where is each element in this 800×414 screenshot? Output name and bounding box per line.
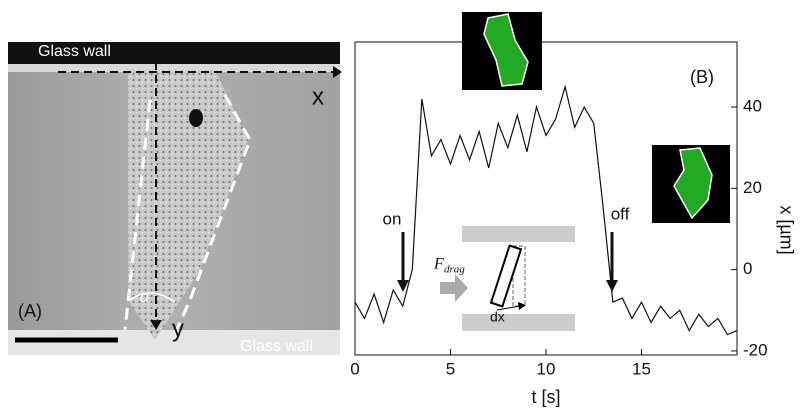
x-axis-label: t [s] — [531, 387, 560, 407]
figure: Glass wall Glass wall x y α (A) (B) t [s… — [0, 0, 800, 414]
axis-letter: y — [172, 315, 184, 342]
y-axis-label: x [µm] — [776, 205, 796, 254]
y-tick-label: -20 — [743, 340, 768, 359]
angle-label: α — [140, 289, 150, 306]
annotation: on — [383, 209, 402, 228]
inset-image — [652, 145, 730, 223]
wall-label: Glass wall — [240, 338, 313, 355]
y-tick-label: 40 — [743, 97, 762, 116]
panel-label: (A) — [18, 301, 42, 321]
y-tick-label: 20 — [743, 178, 762, 197]
panel-label: (B) — [690, 67, 714, 87]
y-tick-label: 0 — [743, 259, 752, 278]
x-tick-label: 5 — [446, 359, 455, 378]
x-tick-label: 10 — [537, 359, 556, 378]
micrograph: Glass wall Glass wall x y α (A) — [8, 42, 342, 355]
inset-image — [462, 12, 542, 90]
x-tick-label: 0 — [350, 359, 359, 378]
force-symbol: F — [433, 256, 444, 273]
annotation: off — [611, 204, 630, 223]
axis-letter: x — [312, 83, 324, 110]
schematic: F drag dx — [433, 226, 575, 331]
displacement-label: dx — [490, 309, 505, 325]
wall-label: Glass wall — [38, 43, 111, 60]
force-subscript: drag — [444, 264, 465, 276]
x-tick-label: 15 — [632, 359, 651, 378]
